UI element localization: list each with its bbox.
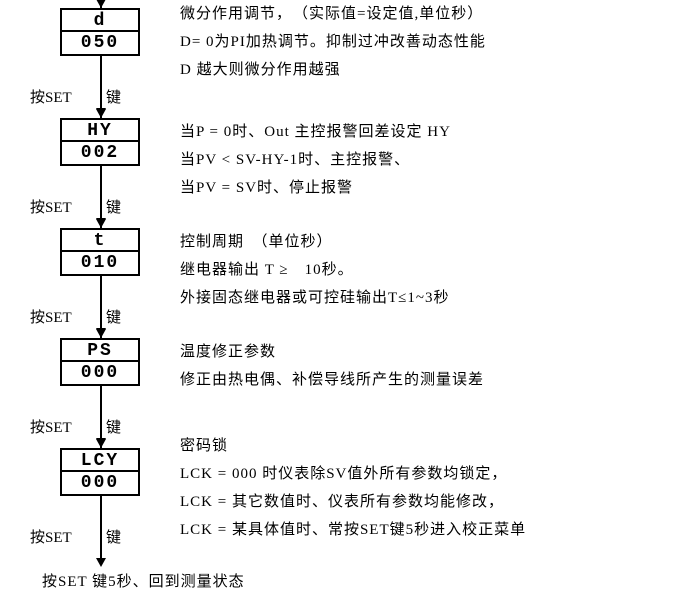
param-description: 温度修正参数修正由热电偶、补偿导线所产生的测量误差 <box>180 338 670 394</box>
flow-arrow-head <box>96 109 106 118</box>
flow-arrow-head <box>96 558 106 567</box>
desc-line: LCK = 000 时仪表除SV值外所有参数均锁定， <box>180 460 670 488</box>
desc-line: 当P = 0时、Out 主控报警回差设定 HY <box>180 118 670 146</box>
desc-line: D= 0为PI加热调节。抑制过冲改善动态性能 <box>180 28 670 56</box>
flow-arrow-line <box>100 386 102 438</box>
param-display-box: LCY000 <box>60 448 140 496</box>
param-value-row: 000 <box>62 472 138 494</box>
desc-line: 修正由热电偶、补偿导线所产生的测量误差 <box>180 366 670 394</box>
param-display-box: t010 <box>60 228 140 276</box>
desc-line: 当PV < SV-HY-1时、主控报警、 <box>180 146 670 174</box>
param-description: 控制周期 （单位秒）继电器输出 T ≥ 10秒。外接固态继电器或可控硅输出T≤1… <box>180 228 670 312</box>
flow-arrow-line <box>100 276 102 328</box>
desc-line: D 越大则微分作用越强 <box>180 56 670 84</box>
bottom-instruction: 按SET 键5秒、回到测量状态 <box>42 570 245 591</box>
desc-line: 温度修正参数 <box>180 338 670 366</box>
flow-arrow-head <box>96 0 106 8</box>
desc-line: 控制周期 （单位秒） <box>180 228 670 256</box>
key-label: 键 <box>106 306 121 327</box>
param-display-box: d050 <box>60 8 140 56</box>
param-name-row: LCY <box>62 450 138 472</box>
flow-arrow-head <box>96 329 106 338</box>
key-label: 键 <box>106 526 121 547</box>
press-set-label: 按SET <box>30 526 72 547</box>
param-value-row: 000 <box>62 362 138 384</box>
key-label: 键 <box>106 416 121 437</box>
param-description: 当P = 0时、Out 主控报警回差设定 HY当PV < SV-HY-1时、主控… <box>180 118 670 202</box>
param-display-box: HY002 <box>60 118 140 166</box>
param-value-row: 050 <box>62 32 138 54</box>
desc-line: 当PV = SV时、停止报警 <box>180 174 670 202</box>
flow-arrow-line <box>100 166 102 218</box>
desc-line: LCK = 其它数值时、仪表所有参数均能修改， <box>180 488 670 516</box>
flow-arrow-line <box>100 56 102 108</box>
desc-line: 密码锁 <box>180 432 670 460</box>
param-value-row: 010 <box>62 252 138 274</box>
param-name-row: PS <box>62 340 138 362</box>
desc-line: 外接固态继电器或可控硅输出T≤1~3秒 <box>180 284 670 312</box>
param-display-box: PS000 <box>60 338 140 386</box>
desc-line: LCK = 某具体值时、常按SET键5秒进入校正菜单 <box>180 516 670 544</box>
key-label: 键 <box>106 196 121 217</box>
param-name-row: d <box>62 10 138 32</box>
press-set-label: 按SET <box>30 416 72 437</box>
desc-line: 继电器输出 T ≥ 10秒。 <box>180 256 670 284</box>
param-description: 微分作用调节， （实际值=设定值,单位秒）D= 0为PI加热调节。抑制过冲改善动… <box>180 0 670 84</box>
param-name-row: t <box>62 230 138 252</box>
flow-arrow-head <box>96 219 106 228</box>
press-set-label: 按SET <box>30 196 72 217</box>
flow-arrow-head <box>96 439 106 448</box>
key-label: 键 <box>106 86 121 107</box>
param-value-row: 002 <box>62 142 138 164</box>
press-set-label: 按SET <box>30 306 72 327</box>
param-description: 密码锁LCK = 000 时仪表除SV值外所有参数均锁定，LCK = 其它数值时… <box>180 432 670 544</box>
flow-arrow-line <box>100 496 102 558</box>
desc-line: 微分作用调节， （实际值=设定值,单位秒） <box>180 0 670 28</box>
press-set-label: 按SET <box>30 86 72 107</box>
param-name-row: HY <box>62 120 138 142</box>
